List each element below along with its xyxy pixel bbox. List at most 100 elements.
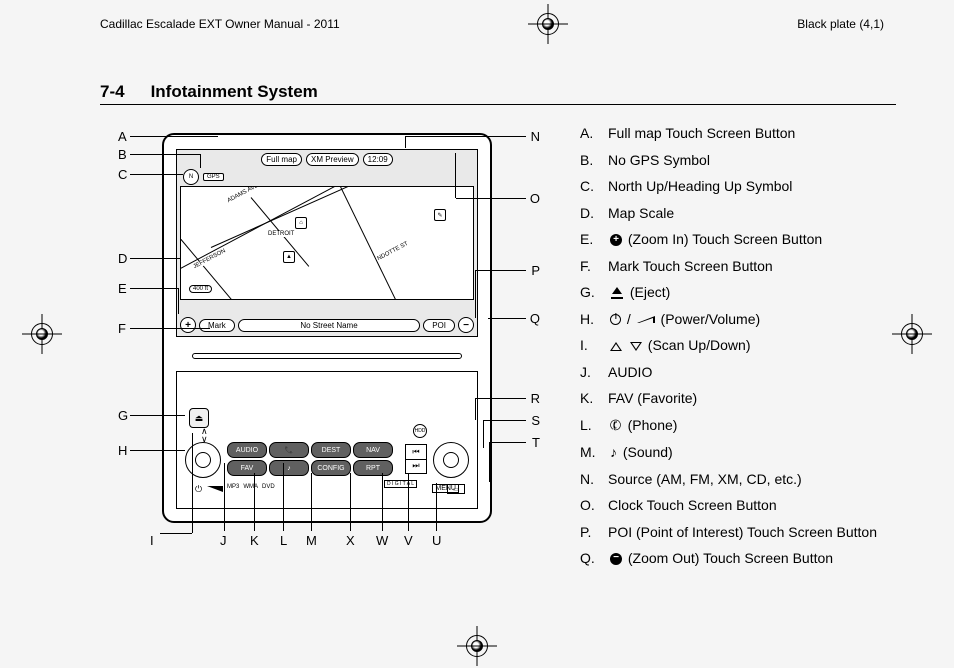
scan-up-icon: [610, 342, 622, 351]
power-icon: ⏻: [195, 484, 202, 495]
clock-button: 12:09: [363, 153, 393, 166]
legend-item: K.FAV (Favorite): [580, 390, 896, 408]
fav-button: FAV: [227, 460, 267, 476]
map-marker-icon: ▲: [283, 251, 295, 263]
source-button: XM Preview: [306, 153, 359, 166]
no-gps-icon: GPS: [203, 173, 224, 181]
callout-q: Q: [530, 311, 540, 326]
callout-x: X: [346, 533, 355, 548]
menu-knob: [433, 442, 469, 478]
right-registration-mark: [898, 320, 926, 348]
legend-item: G. (Eject): [580, 284, 896, 302]
callout-d: D: [118, 251, 127, 266]
format-logos: MP3 WMA DVD: [227, 484, 275, 490]
legend-item: O.Clock Touch Screen Button: [580, 497, 896, 515]
left-registration-mark: [28, 320, 56, 348]
phone-button: 📞: [269, 442, 309, 458]
eject-icon: [610, 287, 624, 299]
power-volume-knob: [185, 442, 221, 478]
dest-button: DEST: [311, 442, 351, 458]
legend-item: A.Full map Touch Screen Button: [580, 125, 896, 143]
top-registration-mark: [340, 10, 758, 38]
legend-item: F.Mark Touch Screen Button: [580, 258, 896, 276]
zoom-out-button: −: [458, 317, 474, 333]
poi-button: POI: [423, 319, 455, 332]
config-button: CONFIG: [311, 460, 351, 476]
legend-item: B.No GPS Symbol: [580, 152, 896, 170]
infotainment-diagram: Full map XM Preview 12:09 N GPS: [120, 123, 550, 563]
manual-title: Cadillac Escalade EXT Owner Manual - 201…: [100, 17, 340, 31]
skip-prev-icon: ⏮: [406, 445, 426, 460]
audio-button: AUDIO: [227, 442, 267, 458]
eject-button: ⏏: [189, 408, 209, 428]
head-unit: Full map XM Preview 12:09 N GPS: [162, 133, 492, 523]
callout-p: P: [531, 263, 540, 278]
callout-j: J: [220, 533, 227, 548]
callout-a: A: [118, 129, 127, 144]
skip-buttons: ⏮ ⏭: [405, 444, 427, 474]
nav-button: NAV: [353, 442, 393, 458]
section-heading: 7-4 Infotainment System: [100, 82, 896, 105]
callout-r: R: [531, 391, 540, 406]
callout-g: G: [118, 408, 128, 423]
page-number: 7-4: [100, 82, 125, 102]
callout-b: B: [118, 147, 127, 162]
street-label: NDOTTE ST: [376, 240, 411, 262]
callout-i: I: [150, 533, 154, 548]
skip-next-icon: ⏭: [406, 460, 426, 474]
callout-k: K: [250, 533, 259, 548]
hdd-icon: HDD: [413, 424, 427, 438]
control-panel: ⏏ ∧ ∨ HDD AUDIO 📞 DEST NAV FAV ♪: [176, 371, 478, 509]
aux-icon: ▭: [447, 484, 465, 494]
legend-item: E.+ (Zoom In) Touch Screen Button: [580, 231, 896, 249]
mark-button: Mark: [199, 319, 235, 332]
callout-c: C: [118, 167, 127, 182]
rpt-button: RPT: [353, 460, 393, 476]
legend-item: D.Map Scale: [580, 205, 896, 223]
north-up-icon: N: [183, 169, 199, 185]
callout-f: F: [118, 321, 126, 336]
phone-icon: ✆: [607, 416, 624, 436]
volume-icon: [637, 316, 655, 323]
street-label: DETROIT: [267, 231, 295, 237]
sound-icon: ♪: [610, 444, 617, 462]
legend-list: A.Full map Touch Screen Button B.No GPS …: [580, 125, 896, 568]
callout-m: M: [306, 533, 317, 548]
legend-item: N.Source (AM, FM, XM, CD, etc.): [580, 471, 896, 489]
legend-item: C.North Up/Heading Up Symbol: [580, 178, 896, 196]
zoom-out-icon: −: [610, 553, 622, 565]
legend-item: I. (Scan Up/Down): [580, 337, 896, 355]
volume-icon: [207, 486, 223, 492]
power-icon: [610, 314, 621, 325]
legend-item: M.♪ (Sound): [580, 444, 896, 462]
disc-slot: [192, 353, 462, 359]
legend-item: H. / (Power/Volume): [580, 311, 896, 329]
zoom-in-icon: +: [610, 234, 622, 246]
street-name-display: No Street Name: [238, 319, 420, 332]
callout-e: E: [118, 281, 127, 296]
scan-down-icon: [630, 342, 642, 351]
callout-v: V: [404, 533, 413, 548]
callout-o: O: [530, 191, 540, 206]
button-grid: AUDIO 📞 DEST NAV FAV ♪ CONFIG RPT: [227, 442, 393, 476]
legend-item: P.POI (Point of Interest) Touch Screen B…: [580, 524, 896, 542]
map-area: ADAMS AVE DETROIT JEFFERSON NDOTTE ST ⌂ …: [180, 186, 474, 300]
callout-s: S: [531, 413, 540, 428]
callout-t: T: [532, 435, 540, 450]
map-marker-icon: ⌂: [295, 217, 307, 229]
map-scale: 400 ft: [189, 285, 212, 293]
touch-screen: Full map XM Preview 12:09 N GPS: [176, 149, 478, 337]
sound-button: ♪: [269, 460, 309, 476]
callout-h: H: [118, 443, 127, 458]
zoom-in-button: +: [180, 317, 196, 333]
bottom-registration-mark: [463, 632, 491, 660]
callout-w: W: [376, 533, 388, 548]
plate-label: Black plate (4,1): [757, 17, 884, 31]
legend-item: J.AUDIO: [580, 364, 896, 382]
callout-l: L: [280, 533, 287, 548]
print-header: Cadillac Escalade EXT Owner Manual - 201…: [0, 0, 954, 42]
full-map-button: Full map: [261, 153, 302, 166]
digital-label: D I G I T A L: [384, 480, 417, 488]
legend-item: Q.− (Zoom Out) Touch Screen Button: [580, 550, 896, 568]
callout-n: N: [531, 129, 540, 144]
